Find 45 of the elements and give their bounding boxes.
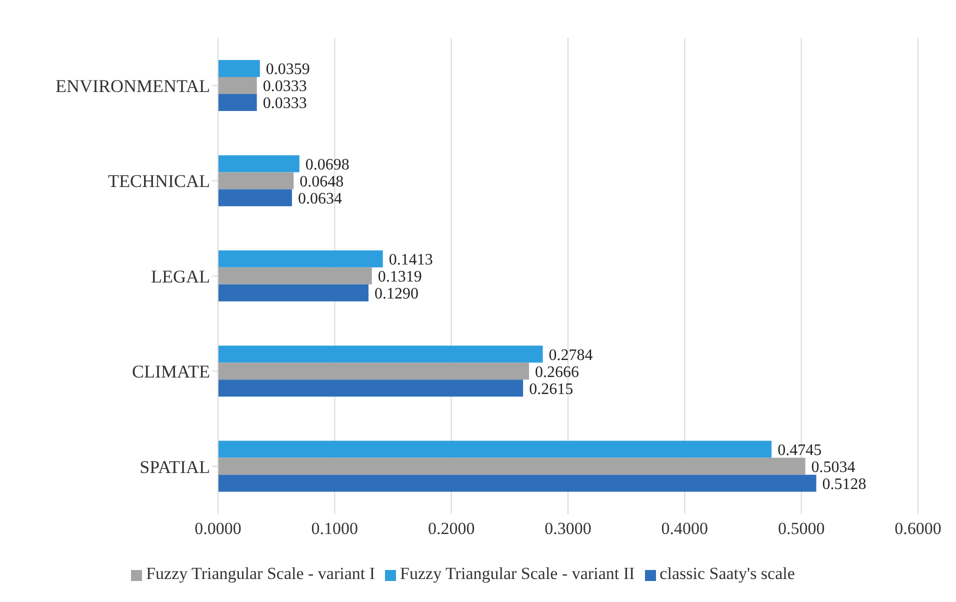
data-label: 0.1290 (374, 286, 418, 303)
x-tick-label: 0.4000 (661, 519, 708, 538)
y-tick-label: LEGAL (151, 266, 210, 286)
bar (218, 250, 383, 268)
bar (218, 474, 816, 492)
data-label: 0.0333 (262, 78, 307, 96)
bar (218, 458, 806, 475)
data-label: 0.5128 (822, 476, 866, 493)
bar (218, 440, 772, 458)
bar (218, 155, 300, 172)
data-label: 0.4745 (778, 442, 822, 459)
x-tick-label: 0.0000 (194, 519, 242, 538)
bar (218, 172, 294, 190)
y-tick-label: ENVIRONMENTAL (55, 76, 210, 96)
x-tick-label: 0.5000 (778, 519, 825, 538)
bar (218, 284, 368, 302)
y-tick-label: TECHNICAL (108, 171, 210, 192)
x-tick-label: 0.2000 (428, 519, 475, 538)
bar (218, 94, 257, 111)
x-tick-label: 0.6000 (894, 519, 942, 538)
data-label: 0.0333 (262, 95, 307, 112)
legend-label: Fuzzy Triangular Scale - variant II (400, 564, 635, 583)
data-label: 0.1319 (378, 268, 422, 286)
bar (218, 77, 257, 94)
data-label: 0.1413 (388, 252, 433, 269)
legend-label: classic Saaty's scale (660, 564, 795, 583)
bar (218, 189, 292, 206)
data-label: 0.0648 (300, 173, 344, 190)
x-tick-label: 0.3000 (544, 519, 592, 538)
y-tick-label: CLIMATE (132, 362, 210, 382)
data-label: 0.2784 (548, 346, 593, 364)
bar (218, 380, 524, 397)
data-label: 0.2615 (529, 380, 574, 398)
data-label: 0.2666 (535, 364, 580, 381)
data-label: 0.0634 (298, 190, 342, 208)
legend-label: Fuzzy Triangular Scale - variant I (146, 564, 376, 583)
bar (218, 60, 260, 77)
data-label: 0.0698 (305, 156, 350, 174)
y-tick-label: SPATIAL (140, 456, 210, 477)
bar (218, 362, 530, 380)
x-tick-label: 0.1000 (311, 519, 358, 538)
bar (218, 346, 543, 363)
data-label: 0.5034 (811, 458, 856, 476)
data-label: 0.0359 (266, 61, 310, 78)
bar (218, 267, 372, 284)
